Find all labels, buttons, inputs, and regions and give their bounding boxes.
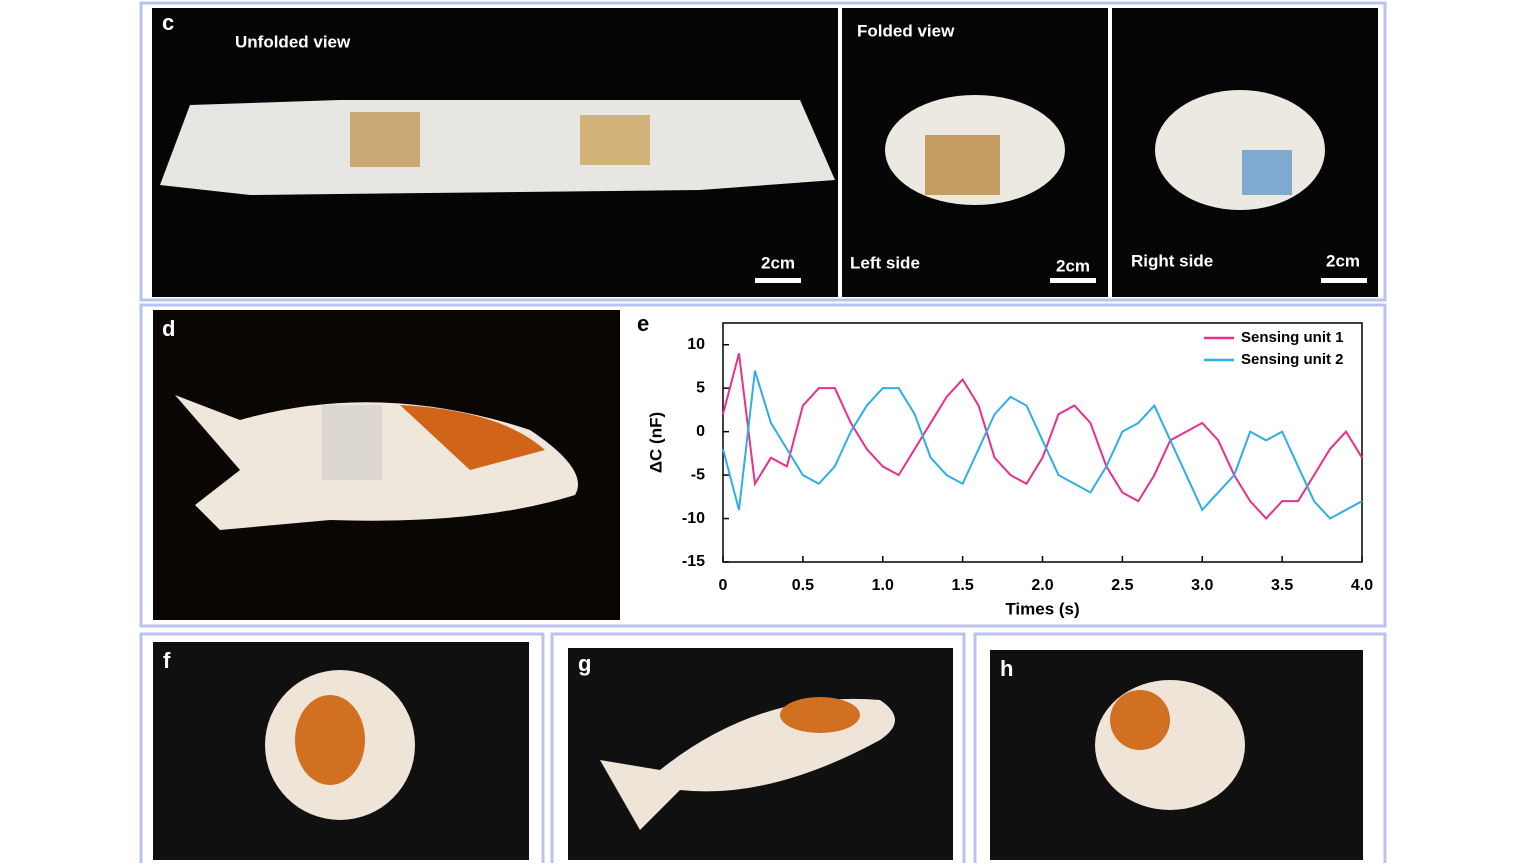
y-tick-label: 0	[696, 423, 705, 440]
x-tick-label: 1.5	[952, 577, 974, 594]
legend-label: Sensing unit 1	[1241, 329, 1344, 346]
x-tick-label: 1.0	[872, 577, 894, 594]
y-tick-label: 10	[687, 336, 705, 353]
y-tick-label: -5	[691, 466, 705, 483]
scale-label: 2cm	[761, 253, 795, 272]
chart: -15 -10 -5 0 5 10 0 0.5 1.0 1.5 2.0 2.5 3.0 3.5 4.0 Tim…	[646, 322, 1373, 618]
panel-letter: e	[637, 311, 649, 336]
caption: Left side	[850, 253, 920, 272]
fish-marking	[1110, 690, 1170, 750]
fish-marking	[400, 405, 545, 470]
caption: Unfolded view	[235, 32, 351, 51]
x-axis-label: Times (s)	[1005, 599, 1079, 618]
device-folded	[1155, 90, 1325, 210]
caption: Right side	[1131, 251, 1213, 270]
series-line	[722, 353, 1363, 521]
x-tick-label: 4.0	[1351, 577, 1373, 594]
x-tick-label: 3.5	[1271, 577, 1293, 594]
series-line	[722, 370, 1363, 520]
legend-label: Sensing unit 2	[1241, 351, 1344, 368]
sensor	[580, 115, 650, 165]
x-tick-label: 0	[719, 577, 728, 594]
device-unfolded	[160, 100, 835, 195]
panel-frame	[139, 303, 1387, 628]
device	[322, 405, 382, 480]
panel-letter: f	[163, 648, 171, 673]
scale-bar	[1050, 278, 1096, 283]
sensor	[925, 135, 1000, 195]
scale-label: 2cm	[1056, 256, 1090, 275]
y-tick-label: 5	[696, 379, 705, 396]
panel-frame	[139, 1, 1387, 302]
panel-letter: d	[162, 316, 175, 341]
y-axis-label: ΔC (nF)	[646, 412, 665, 473]
caption: Folded view	[857, 21, 955, 40]
plot-frame	[722, 322, 1363, 563]
panel-letter: h	[1000, 656, 1013, 681]
y-tick-label: -15	[682, 553, 705, 570]
fish	[1095, 680, 1245, 810]
scale-bar	[755, 278, 801, 283]
x-tick-label: 0.5	[792, 577, 814, 594]
fish-marking	[295, 695, 365, 785]
sensor	[1242, 150, 1292, 195]
scale-bar	[1321, 278, 1367, 283]
panel-letter: c	[162, 10, 174, 35]
x-tick-label: 3.0	[1191, 577, 1213, 594]
x-tick-label: 2.0	[1031, 577, 1053, 594]
fish-marking	[780, 697, 860, 733]
sensor	[350, 112, 420, 167]
x-tick-label: 2.5	[1111, 577, 1133, 594]
y-tick-label: -10	[682, 510, 705, 527]
scale-label: 2cm	[1326, 251, 1360, 270]
panel-letter: g	[578, 651, 591, 676]
